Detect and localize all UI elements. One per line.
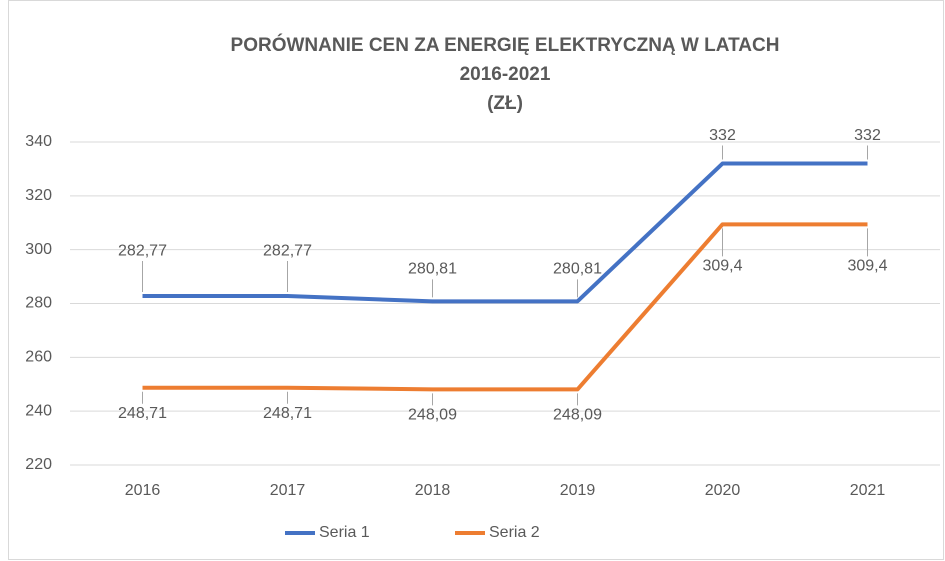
data-label: 248,71 — [118, 405, 167, 422]
chart-frame — [8, 0, 944, 560]
x-tick-label: 2017 — [270, 482, 306, 499]
data-label: 309,4 — [847, 258, 887, 275]
y-tick-label: 320 — [25, 187, 52, 204]
y-tick-label: 240 — [25, 402, 52, 419]
data-label: 332 — [709, 127, 736, 144]
data-label: 332 — [854, 127, 881, 144]
data-label: 282,77 — [118, 242, 167, 259]
chart-title: PORÓWNANIE CEN ZA ENERGIĘ ELEKTRYCZNĄ W … — [231, 34, 780, 56]
x-tick-label: 2021 — [850, 482, 886, 499]
x-tick-label: 2020 — [705, 482, 741, 499]
legend-label: Seria 1 — [319, 524, 370, 541]
y-tick-label: 220 — [25, 456, 52, 473]
data-label: 282,77 — [263, 242, 312, 259]
chart-title: (ZŁ) — [487, 93, 523, 114]
x-tick-label: 2016 — [125, 482, 161, 499]
series-line — [142, 161, 868, 304]
y-tick-label: 260 — [25, 349, 52, 366]
y-tick-label: 300 — [25, 241, 52, 258]
data-label: 309,4 — [702, 258, 742, 275]
data-label: 248,09 — [408, 407, 457, 424]
data-label: 248,09 — [553, 407, 602, 424]
series-line — [142, 222, 868, 392]
x-tick-label: 2019 — [560, 482, 596, 499]
data-label: 280,81 — [408, 261, 457, 278]
y-tick-label: 280 — [25, 295, 52, 312]
chart-title: 2016-2021 — [460, 64, 551, 85]
x-tick-label: 2018 — [415, 482, 451, 499]
data-label: 280,81 — [553, 261, 602, 278]
y-tick-label: 340 — [25, 133, 52, 150]
data-label: 248,71 — [263, 405, 312, 422]
legend-label: Seria 2 — [489, 524, 540, 541]
